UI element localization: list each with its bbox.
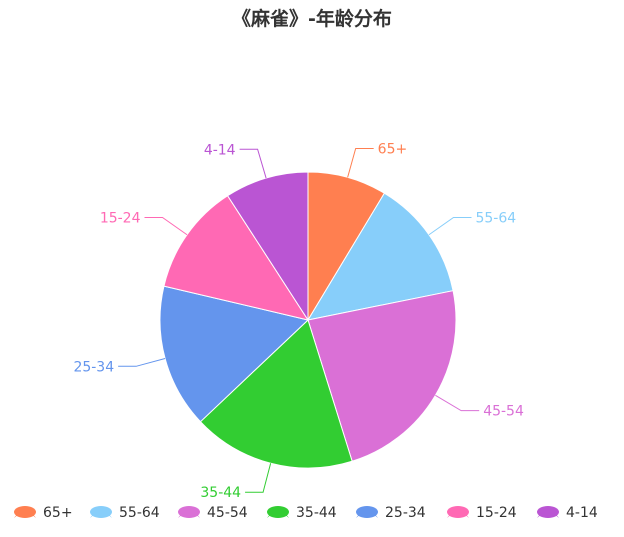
callout-line-25-34 [118, 358, 166, 367]
callout-line-15-24 [144, 216, 188, 236]
legend-swatch-shape-45-54 [178, 506, 200, 518]
legend-label-55-64: 55-64 [119, 505, 160, 521]
legend-item-65+[interactable]: 65+ [14, 505, 73, 521]
legend: 65+ 55-64 45-54 35-44 25-34 15-24 4-14 [14, 505, 598, 521]
pie-slice-55-64[interactable] [306, 192, 454, 321]
callout-label-4-14: 4-14 [204, 142, 236, 158]
callout-line-45-54 [435, 394, 480, 412]
legend-swatch-shape-55-64 [90, 506, 112, 518]
callout-line-65+ [347, 148, 374, 178]
legend-swatch-shape-35-44 [267, 506, 289, 518]
legend-label-25-34: 25-34 [385, 505, 426, 521]
legend-swatch-shape-25-34 [356, 506, 378, 518]
legend-swatch-shape-4-14 [537, 506, 559, 518]
pie-slice-25-34[interactable] [159, 285, 310, 423]
legend-item-25-34[interactable]: 25-34 [356, 505, 426, 521]
legend-item-55-64[interactable]: 55-64 [90, 505, 160, 521]
legend-label-4-14: 4-14 [566, 505, 598, 521]
legend-item-4-14[interactable]: 4-14 [537, 505, 598, 521]
pie-slices [159, 171, 457, 469]
callout-line-4-14 [239, 148, 267, 179]
pie-slice-4-14[interactable] [226, 171, 309, 322]
callout-label-65+: 65+ [378, 142, 408, 158]
callout-label-15-24: 15-24 [100, 210, 141, 226]
legend-item-15-24[interactable]: 15-24 [447, 505, 517, 521]
callout-line-35-44 [245, 463, 272, 493]
pie-callouts: 65+ 55-64 45-54 35-44 25-34 15-24 4-14 [73, 142, 524, 502]
callout-label-25-34: 25-34 [73, 359, 114, 375]
callout-label-55-64: 55-64 [475, 210, 516, 226]
chart-title: 《麻雀》-年龄分布 [232, 8, 392, 30]
pie-slice-35-44[interactable] [199, 319, 353, 469]
legend-item-45-54[interactable]: 45-54 [178, 505, 248, 521]
legend-label-35-44: 35-44 [296, 505, 337, 521]
legend-item-35-44[interactable]: 35-44 [267, 505, 337, 521]
callout-label-35-44: 35-44 [200, 485, 241, 501]
pie-slice-45-54[interactable] [307, 290, 457, 462]
legend-swatch-shape-15-24 [447, 506, 469, 518]
callout-label-45-54: 45-54 [483, 404, 524, 420]
legend-label-15-24: 15-24 [476, 505, 517, 521]
legend-label-45-54: 45-54 [207, 505, 248, 521]
legend-label-65+: 65+ [43, 505, 73, 521]
legend-swatch-shape-65+ [14, 506, 36, 518]
callout-line-55-64 [428, 216, 472, 236]
